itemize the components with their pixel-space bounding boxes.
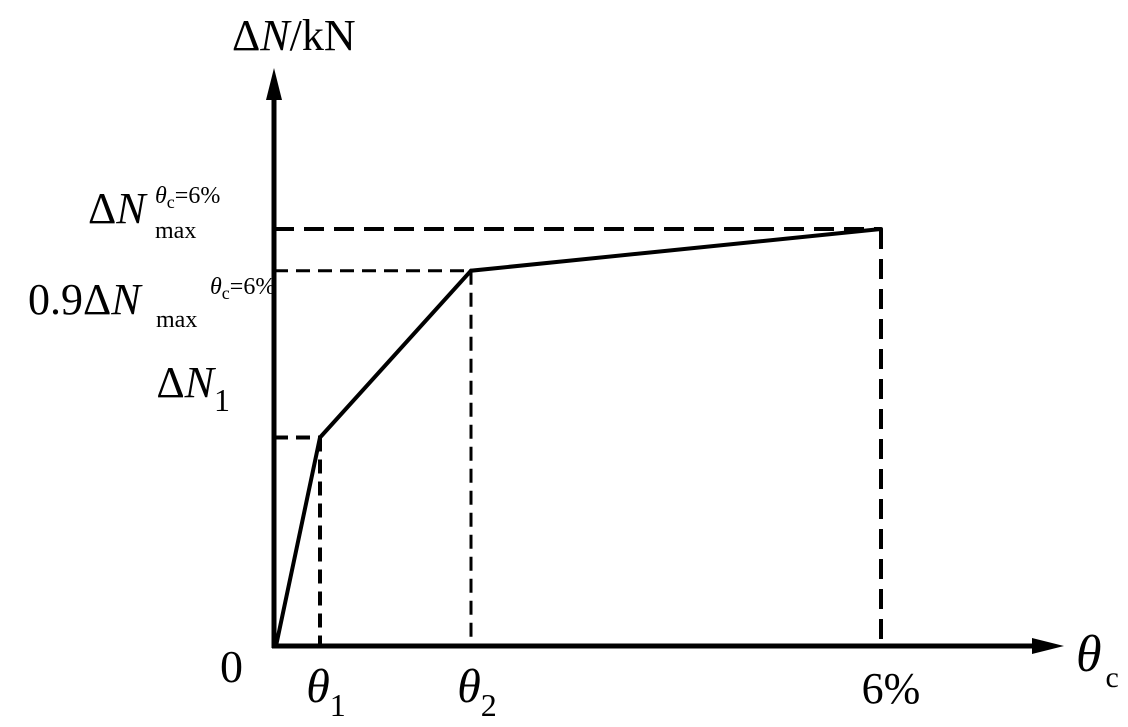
- y-axis-label: ΔN/kN: [232, 11, 356, 60]
- guide-lines: [274, 227, 883, 646]
- series: [274, 227, 883, 648]
- y-tick-label-delta-n-max: ΔN θc=6% max: [88, 183, 220, 244]
- svg-text:0.9ΔN: 0.9ΔN: [28, 275, 143, 324]
- data-point-1: [318, 435, 322, 440]
- svg-text:θc=6%: θc=6%: [155, 183, 220, 212]
- svg-text:max: max: [156, 307, 197, 333]
- series-line: [274, 227, 882, 647]
- svg-text:θc=6%: θc=6%: [210, 274, 275, 303]
- origin-label: 0: [220, 641, 243, 692]
- x-tick-label-theta1: θ1: [306, 660, 346, 723]
- y-tick-label-0.9-delta-n-max: 0.9ΔN θc=6% max: [28, 274, 275, 333]
- y-tick-label-delta-n1: ΔN1: [156, 358, 230, 418]
- x-tick-label-6-percent: 6%: [862, 664, 921, 713]
- x-axis-arrow: [1032, 638, 1064, 654]
- data-point-3: [879, 227, 883, 231]
- x-tick-label-theta2: θ2: [457, 660, 497, 723]
- data-point-2: [469, 268, 473, 273]
- axes: [266, 68, 1064, 654]
- data-point-0: [274, 644, 278, 648]
- y-axis-arrow: [266, 68, 282, 100]
- svg-text:max: max: [155, 218, 196, 244]
- svg-text:ΔN: ΔN: [88, 184, 148, 233]
